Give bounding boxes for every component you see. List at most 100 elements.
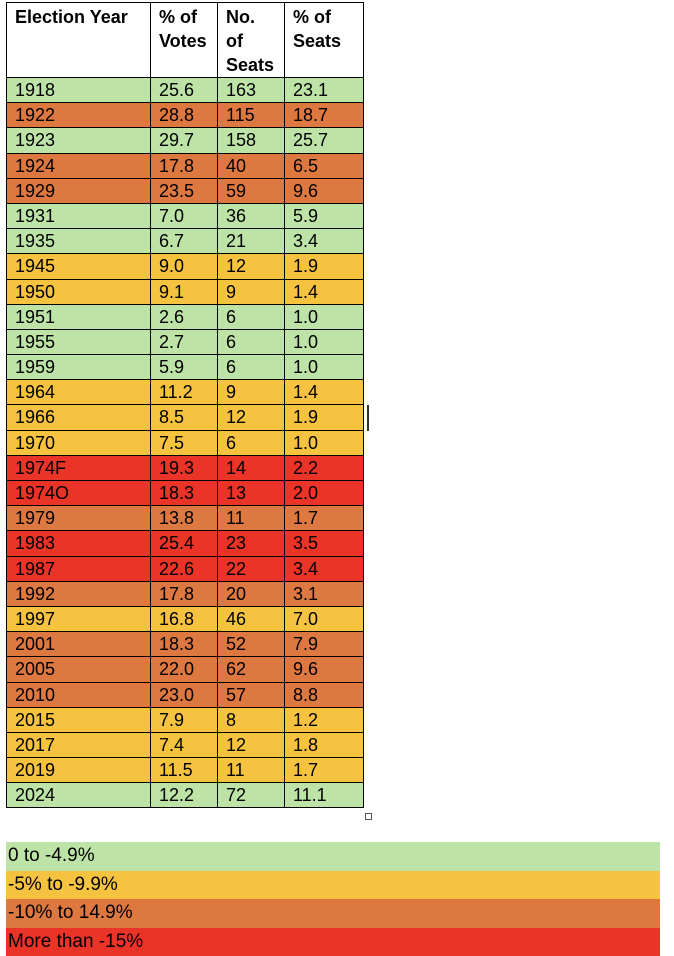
votes-percent-cell[interactable]: 17.8 [151,153,218,178]
votes-percent-cell[interactable]: 2.6 [151,304,218,329]
votes-percent-cell[interactable]: 16.8 [151,606,218,631]
votes-percent-cell[interactable]: 22.6 [151,556,218,581]
votes-percent-cell[interactable]: 2.7 [151,329,218,354]
seats-count-cell[interactable]: 72 [218,783,285,808]
year-cell[interactable]: 1974F [7,455,151,480]
votes-percent-cell[interactable]: 23.0 [151,682,218,707]
seats-percent-cell[interactable]: 23.1 [285,78,364,103]
year-cell[interactable]: 1979 [7,506,151,531]
votes-percent-cell[interactable]: 29.7 [151,128,218,153]
seats-count-cell[interactable]: 158 [218,128,285,153]
year-cell[interactable]: 1992 [7,581,151,606]
seats-percent-cell[interactable]: 1.0 [285,355,364,380]
votes-percent-cell[interactable]: 7.9 [151,707,218,732]
seats-percent-cell[interactable]: 18.7 [285,103,364,128]
seats-count-cell[interactable]: 9 [218,279,285,304]
year-cell[interactable]: 1966 [7,405,151,430]
seats-percent-cell[interactable]: 3.4 [285,229,364,254]
seats-percent-cell[interactable]: 1.9 [285,405,364,430]
seats-percent-cell[interactable]: 11.1 [285,783,364,808]
votes-percent-cell[interactable]: 5.9 [151,355,218,380]
votes-percent-cell[interactable]: 7.5 [151,430,218,455]
seats-count-cell[interactable]: 46 [218,606,285,631]
seats-count-cell[interactable]: 6 [218,430,285,455]
year-cell[interactable]: 2010 [7,682,151,707]
seats-count-cell[interactable]: 11 [218,506,285,531]
votes-percent-cell[interactable]: 13.8 [151,506,218,531]
seats-count-cell[interactable]: 6 [218,329,285,354]
seats-percent-cell[interactable]: 25.7 [285,128,364,153]
header-votes-percent[interactable]: % of Votes [151,3,218,78]
seats-count-cell[interactable]: 13 [218,481,285,506]
year-cell[interactable]: 2019 [7,758,151,783]
seats-count-cell[interactable]: 163 [218,78,285,103]
seats-count-cell[interactable]: 8 [218,707,285,732]
votes-percent-cell[interactable]: 8.5 [151,405,218,430]
seats-percent-cell[interactable]: 1.7 [285,758,364,783]
votes-percent-cell[interactable]: 25.4 [151,531,218,556]
table-corner-resize-handle[interactable] [365,813,372,820]
seats-percent-cell[interactable]: 2.0 [285,481,364,506]
seats-percent-cell[interactable]: 1.0 [285,304,364,329]
year-cell[interactable]: 1983 [7,531,151,556]
votes-percent-cell[interactable]: 9.0 [151,254,218,279]
votes-percent-cell[interactable]: 7.4 [151,732,218,757]
seats-count-cell[interactable]: 6 [218,355,285,380]
votes-percent-cell[interactable]: 6.7 [151,229,218,254]
seats-percent-cell[interactable]: 1.7 [285,506,364,531]
year-cell[interactable]: 1923 [7,128,151,153]
votes-percent-cell[interactable]: 18.3 [151,632,218,657]
seats-count-cell[interactable]: 36 [218,203,285,228]
seats-percent-cell[interactable]: 3.1 [285,581,364,606]
votes-percent-cell[interactable]: 28.8 [151,103,218,128]
seats-percent-cell[interactable]: 1.0 [285,329,364,354]
seats-percent-cell[interactable]: 6.5 [285,153,364,178]
seats-percent-cell[interactable]: 1.8 [285,732,364,757]
seats-percent-cell[interactable]: 1.2 [285,707,364,732]
seats-count-cell[interactable]: 59 [218,178,285,203]
votes-percent-cell[interactable]: 22.0 [151,657,218,682]
year-cell[interactable]: 1935 [7,229,151,254]
year-cell[interactable]: 1931 [7,203,151,228]
votes-percent-cell[interactable]: 19.3 [151,455,218,480]
seats-count-cell[interactable]: 11 [218,758,285,783]
votes-percent-cell[interactable]: 23.5 [151,178,218,203]
year-cell[interactable]: 1997 [7,606,151,631]
seats-count-cell[interactable]: 21 [218,229,285,254]
table-resize-handle[interactable] [367,405,369,431]
year-cell[interactable]: 1929 [7,178,151,203]
seats-count-cell[interactable]: 115 [218,103,285,128]
seats-count-cell[interactable]: 20 [218,581,285,606]
year-cell[interactable]: 1987 [7,556,151,581]
votes-percent-cell[interactable]: 7.0 [151,203,218,228]
seats-count-cell[interactable]: 12 [218,732,285,757]
votes-percent-cell[interactable]: 18.3 [151,481,218,506]
year-cell[interactable]: 2024 [7,783,151,808]
year-cell[interactable]: 1918 [7,78,151,103]
year-cell[interactable]: 1955 [7,329,151,354]
seats-count-cell[interactable]: 40 [218,153,285,178]
seats-count-cell[interactable]: 6 [218,304,285,329]
seats-percent-cell[interactable]: 9.6 [285,657,364,682]
year-cell[interactable]: 1974O [7,481,151,506]
year-cell[interactable]: 1922 [7,103,151,128]
seats-percent-cell[interactable]: 8.8 [285,682,364,707]
seats-percent-cell[interactable]: 5.9 [285,203,364,228]
year-cell[interactable]: 2005 [7,657,151,682]
year-cell[interactable]: 2017 [7,732,151,757]
year-cell[interactable]: 1964 [7,380,151,405]
year-cell[interactable]: 2001 [7,632,151,657]
year-cell[interactable]: 1950 [7,279,151,304]
seats-percent-cell[interactable]: 7.9 [285,632,364,657]
seats-percent-cell[interactable]: 1.4 [285,380,364,405]
seats-count-cell[interactable]: 23 [218,531,285,556]
votes-percent-cell[interactable]: 17.8 [151,581,218,606]
year-cell[interactable]: 1970 [7,430,151,455]
seats-percent-cell[interactable]: 2.2 [285,455,364,480]
seats-count-cell[interactable]: 12 [218,405,285,430]
seats-percent-cell[interactable]: 1.4 [285,279,364,304]
header-seats-percent[interactable]: % of Seats [285,3,364,78]
votes-percent-cell[interactable]: 25.6 [151,78,218,103]
votes-percent-cell[interactable]: 12.2 [151,783,218,808]
seats-count-cell[interactable]: 14 [218,455,285,480]
